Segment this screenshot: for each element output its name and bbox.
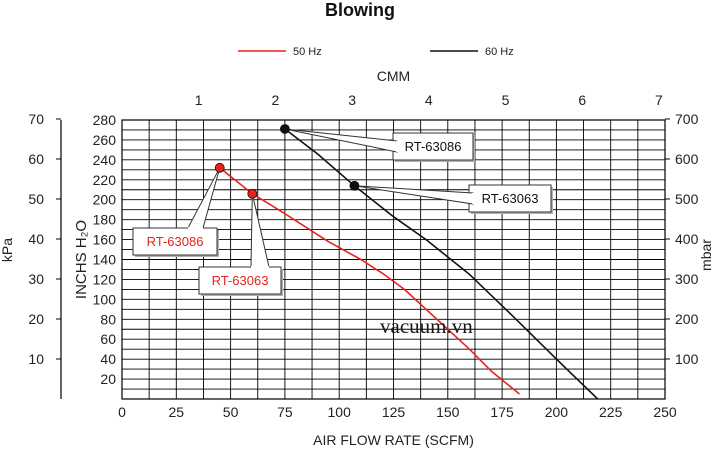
callout-pointer bbox=[250, 193, 270, 268]
x-tick-label: 125 bbox=[382, 404, 406, 420]
mbar-tick-label: 100 bbox=[675, 351, 699, 367]
x2-tick-label: 1 bbox=[195, 92, 203, 108]
data-point-marker bbox=[349, 180, 360, 191]
callout-box bbox=[468, 184, 552, 213]
kpa-tick-label: 50 bbox=[28, 191, 44, 207]
callout-label: RT-63086 bbox=[147, 234, 204, 249]
mbar-tick-label: 500 bbox=[675, 191, 699, 207]
data-point-marker bbox=[214, 162, 225, 173]
x-tick-label: 0 bbox=[118, 404, 126, 420]
callout-pointer bbox=[354, 185, 474, 205]
x-tick-label: 25 bbox=[169, 404, 185, 420]
series-line-60hz bbox=[284, 128, 599, 399]
callout-box bbox=[132, 227, 218, 256]
x2-axis-title: CMM bbox=[377, 68, 410, 84]
plot-frame bbox=[121, 119, 666, 400]
mbar-tick-label: 200 bbox=[675, 311, 699, 327]
callout-box bbox=[198, 266, 282, 295]
watermark-text: vacuum.vn bbox=[380, 314, 473, 338]
x2-tick-label: 4 bbox=[425, 92, 433, 108]
y-tick-label: 60 bbox=[100, 331, 116, 347]
callout-pointer bbox=[284, 128, 398, 153]
x2-tick-label: 5 bbox=[502, 92, 510, 108]
x-tick-label: 150 bbox=[436, 404, 460, 420]
legend-label-0: 50 Hz bbox=[293, 46, 322, 58]
y-tick-label: 40 bbox=[100, 351, 116, 367]
mbar-tick-label: 600 bbox=[675, 151, 699, 167]
y-tick-label: 100 bbox=[93, 291, 117, 307]
data-point-marker bbox=[247, 188, 258, 199]
kpa-tick-label: 60 bbox=[28, 151, 44, 167]
kpa-tick-label: 30 bbox=[28, 271, 44, 287]
y-tick-label: 280 bbox=[93, 112, 117, 128]
x-tick-label: 100 bbox=[328, 404, 352, 420]
x2-tick-label: 6 bbox=[578, 92, 586, 108]
kpa-axis-title: kPa bbox=[0, 238, 15, 262]
mbar-tick-label: 300 bbox=[675, 271, 699, 287]
y-axis-title: INCHS H₂O bbox=[73, 220, 90, 299]
y-tick-label: 180 bbox=[93, 212, 117, 228]
callout-box bbox=[392, 132, 474, 161]
x2-tick-label: 3 bbox=[348, 92, 356, 108]
mbar-axis-title: mbar bbox=[698, 239, 714, 271]
y-tick-label: 220 bbox=[93, 172, 117, 188]
y-tick-label: 120 bbox=[93, 271, 117, 287]
x-tick-label: 200 bbox=[545, 404, 569, 420]
legend-label-1: 60 Hz bbox=[485, 46, 514, 58]
kpa-tick-label: 10 bbox=[28, 351, 44, 367]
y-tick-label: 240 bbox=[93, 152, 117, 168]
callout-label: RT-63063 bbox=[212, 273, 269, 288]
callout-label: RT-63086 bbox=[405, 139, 462, 154]
x-tick-label: 225 bbox=[599, 404, 623, 420]
data-point-marker bbox=[279, 124, 290, 134]
x-axis-title: AIR FLOW RATE (SCFM) bbox=[313, 432, 474, 448]
chart-title: Blowing bbox=[325, 0, 395, 20]
kpa-tick-label: 40 bbox=[28, 231, 44, 247]
callout-label: RT-63063 bbox=[482, 191, 539, 206]
kpa-tick-label: 20 bbox=[28, 311, 44, 327]
x-tick-label: 50 bbox=[223, 404, 239, 420]
mbar-tick-label: 700 bbox=[675, 111, 699, 127]
x-tick-label: 175 bbox=[490, 404, 514, 420]
series-line-50hz bbox=[219, 167, 521, 395]
y-tick-label: 160 bbox=[93, 232, 117, 248]
x-tick-label: 250 bbox=[653, 404, 677, 420]
x2-tick-label: 7 bbox=[655, 92, 663, 108]
x-tick-label: 75 bbox=[277, 404, 293, 420]
y-tick-label: 20 bbox=[100, 371, 116, 387]
y-tick-label: 200 bbox=[93, 192, 117, 208]
mbar-tick-label: 400 bbox=[675, 231, 699, 247]
y-tick-label: 260 bbox=[93, 132, 117, 148]
x2-tick-label: 2 bbox=[272, 92, 280, 108]
y-tick-label: 80 bbox=[100, 311, 116, 327]
kpa-tick-label: 70 bbox=[28, 111, 44, 127]
y-tick-label: 140 bbox=[93, 252, 117, 268]
